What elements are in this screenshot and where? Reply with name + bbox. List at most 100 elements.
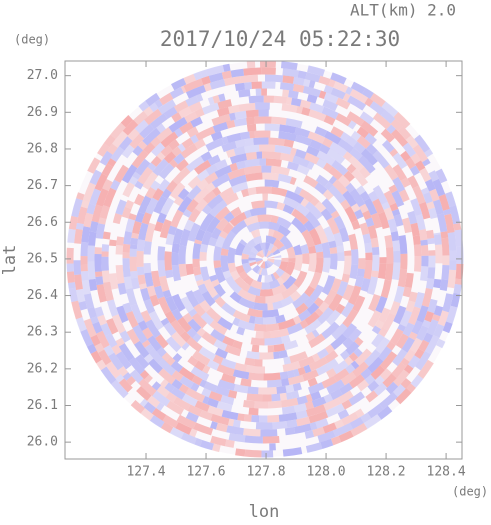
echo-arc <box>325 397 332 400</box>
echo-arc <box>316 421 327 425</box>
echo-arc <box>264 340 281 342</box>
echo-arc <box>269 262 270 264</box>
echo-arc <box>196 403 208 408</box>
echo-arc <box>218 103 231 106</box>
echo-arc <box>361 258 362 269</box>
echo-arc <box>288 165 298 168</box>
echo-arc <box>196 111 203 114</box>
echo-arc <box>217 261 218 268</box>
echo-arc <box>204 399 208 401</box>
echo-arc <box>403 380 409 386</box>
echo-arc <box>113 240 114 246</box>
echo-arc <box>245 263 249 271</box>
echo-arc <box>269 141 285 143</box>
echo-arc <box>163 425 172 430</box>
echo-arc <box>79 223 80 229</box>
echo-arc <box>283 451 301 454</box>
echo-arc <box>422 203 427 218</box>
echo-arc <box>267 263 269 264</box>
echo-arc <box>371 193 375 200</box>
echo-arc <box>279 280 283 283</box>
echo-arc <box>219 97 225 99</box>
echo-arc <box>271 169 289 172</box>
echo-arc <box>140 267 141 275</box>
echo-arc <box>254 306 268 307</box>
echo-arc <box>412 292 414 301</box>
echo-arc <box>209 363 218 368</box>
echo-arc <box>432 172 436 180</box>
echo-arc <box>72 217 74 230</box>
echo-arc <box>187 415 197 420</box>
echo-arc <box>239 106 255 108</box>
echo-arc <box>241 382 251 384</box>
echo-arc <box>268 225 278 228</box>
echo-arc <box>332 392 341 397</box>
echo-arc <box>227 429 243 432</box>
echo-arc <box>340 246 341 252</box>
echo-arc <box>201 413 212 417</box>
echo-arc <box>367 377 373 382</box>
echo-arc <box>280 86 293 88</box>
echo-arc <box>140 143 144 148</box>
echo-arc <box>245 453 261 454</box>
echo-arc <box>203 245 204 253</box>
echo-arc <box>91 246 92 262</box>
echo-arc <box>212 134 221 138</box>
echo-arc <box>317 204 323 211</box>
echo-arc <box>349 166 354 171</box>
echo-arc <box>307 149 318 154</box>
echo-arc <box>274 99 287 100</box>
echo-arc <box>375 255 376 271</box>
echo-arc <box>161 260 162 276</box>
echo-arc <box>446 323 449 332</box>
echo-arc <box>229 436 245 438</box>
echo-arc <box>175 356 180 360</box>
echo-arc <box>208 401 218 404</box>
echo-arc <box>258 278 261 279</box>
echo-arc <box>254 239 261 242</box>
echo-arc <box>282 262 285 270</box>
echo-arc <box>237 164 245 166</box>
echo-arc <box>266 162 281 163</box>
echo-arc <box>346 359 351 363</box>
echo-arc <box>269 232 274 233</box>
echo-arc <box>364 279 367 291</box>
echo-arc <box>249 376 264 377</box>
echo-arc <box>442 195 447 209</box>
y-unit: (deg) <box>14 33 50 47</box>
echo-arc <box>444 232 445 238</box>
echo-arc <box>367 260 369 278</box>
echo-arc <box>317 299 321 304</box>
echo-arc <box>307 335 313 339</box>
echo-arc <box>140 240 141 251</box>
echo-arc <box>236 452 245 453</box>
echo-arc <box>252 204 265 206</box>
echo-arc <box>249 99 264 100</box>
echo-arc <box>310 84 315 85</box>
echo-arc <box>284 207 293 211</box>
echo-arc <box>362 169 368 176</box>
echo-arc <box>245 219 257 223</box>
echo-arc <box>252 348 259 349</box>
echo-arc <box>305 368 310 370</box>
echo-arc <box>286 388 294 389</box>
echo-arc <box>287 423 297 425</box>
echo-arc <box>276 318 285 320</box>
echo-arc <box>226 271 228 277</box>
echo-arc <box>146 109 152 113</box>
echo-arc <box>281 247 283 250</box>
echo-arc <box>190 359 197 364</box>
echo-arc <box>121 368 126 374</box>
echo-arc <box>153 296 157 306</box>
echo-arc <box>134 271 135 278</box>
echo-arc <box>405 218 408 232</box>
echo-arc <box>297 420 310 423</box>
echo-arc <box>119 339 122 344</box>
echo-arc <box>325 243 327 258</box>
echo-arc <box>422 230 424 240</box>
echo-arc <box>106 232 107 239</box>
echo-arc <box>110 160 113 165</box>
echo-arc <box>297 109 302 110</box>
echo-arc <box>318 161 325 165</box>
echo-arc <box>354 249 355 264</box>
